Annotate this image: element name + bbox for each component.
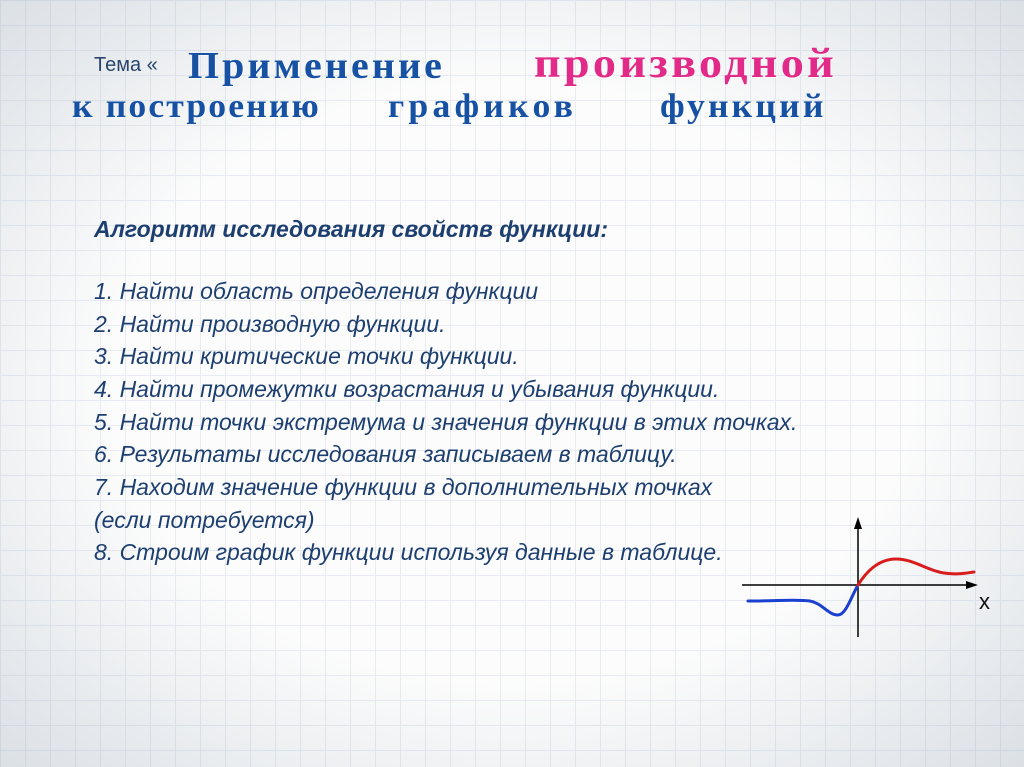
algorithm-heading: Алгоритм исследования свойств функции:	[94, 216, 964, 243]
curve-red	[858, 559, 974, 585]
x-axis-label: х	[979, 589, 990, 615]
title-word-4: графиков	[388, 88, 577, 126]
title-word-3: к построению	[72, 88, 321, 126]
title-word-5: функций	[660, 88, 827, 126]
title-area: Тема « Применение производной к построен…	[94, 48, 964, 138]
step-1: 1. Найти область определения функции	[94, 275, 964, 308]
curve-blue	[748, 585, 858, 615]
theme-label: Тема «	[94, 54, 158, 77]
step-3: 3. Найти критические точки функции.	[94, 340, 964, 373]
step-5: 5. Найти точки экстремума и значения фун…	[94, 406, 964, 439]
step-6: 6. Результаты исследования записываем в …	[94, 438, 964, 471]
title-word-2: производной	[534, 40, 837, 88]
step-4: 4. Найти промежутки возрастания и убыван…	[94, 373, 964, 406]
chart-svg	[738, 515, 978, 655]
function-chart: х	[738, 515, 978, 655]
step-2: 2. Найти производную функции.	[94, 308, 964, 341]
y-axis-arrow	[854, 517, 862, 529]
step-7: 7. Находим значение функции в дополнител…	[94, 471, 964, 504]
title-word-1: Применение	[188, 44, 445, 88]
slide-content: Тема « Применение производной к построен…	[0, 0, 1024, 767]
x-axis-arrow	[966, 581, 978, 589]
